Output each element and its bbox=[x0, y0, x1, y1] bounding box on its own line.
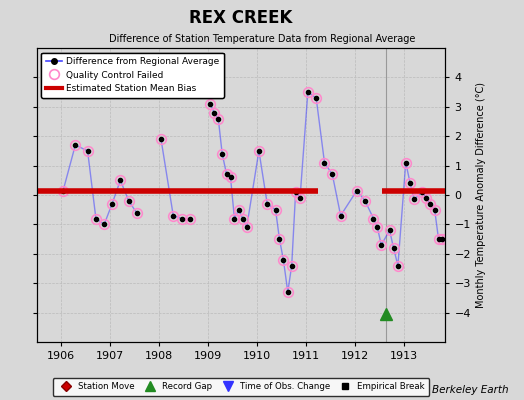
Legend: Difference from Regional Average, Quality Control Failed, Estimated Station Mean: Difference from Regional Average, Qualit… bbox=[41, 52, 224, 98]
Y-axis label: Monthly Temperature Anomaly Difference (°C): Monthly Temperature Anomaly Difference (… bbox=[476, 82, 486, 308]
Text: Berkeley Earth: Berkeley Earth bbox=[432, 385, 508, 395]
Text: Difference of Station Temperature Data from Regional Average: Difference of Station Temperature Data f… bbox=[109, 34, 415, 44]
Legend: Station Move, Record Gap, Time of Obs. Change, Empirical Break: Station Move, Record Gap, Time of Obs. C… bbox=[53, 378, 429, 396]
Title: REX CREEK: REX CREEK bbox=[189, 9, 293, 27]
